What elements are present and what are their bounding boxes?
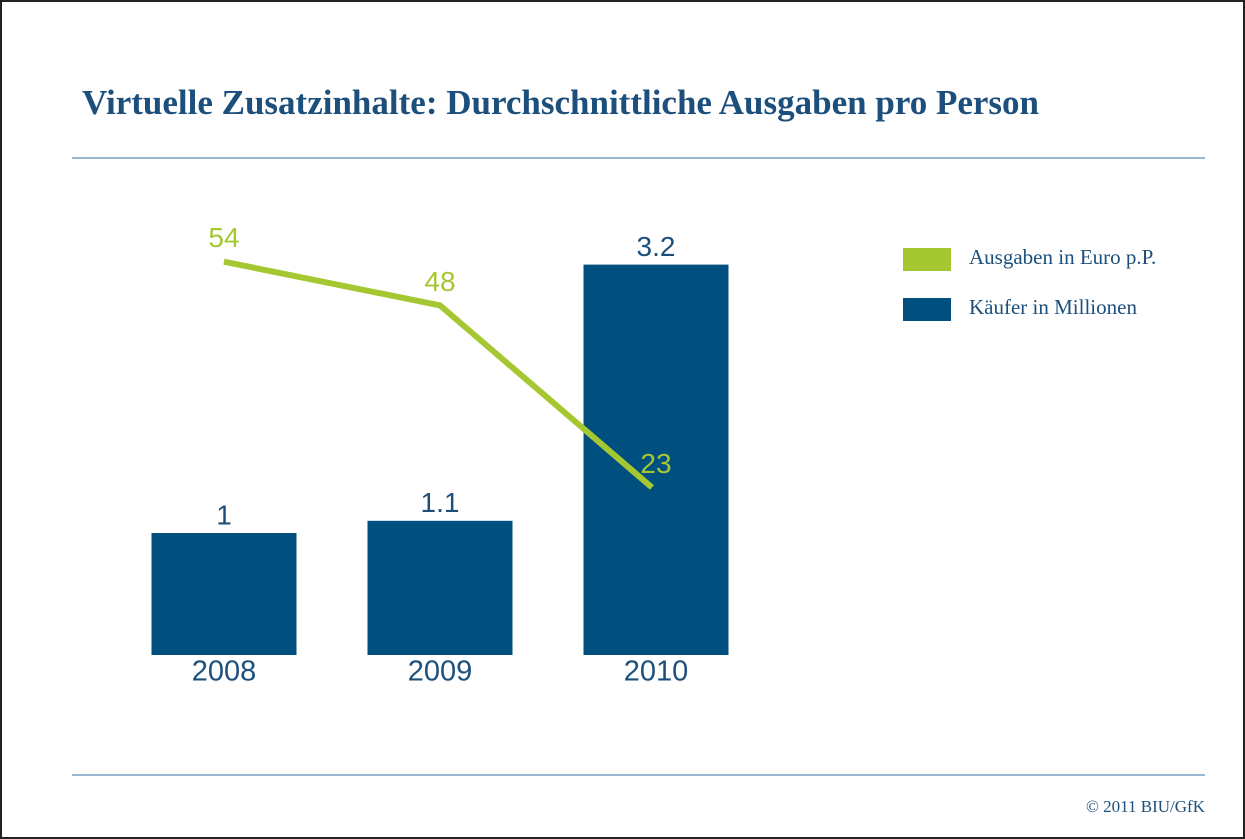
bar xyxy=(583,264,729,655)
data-label: 54 xyxy=(208,222,239,253)
legend-swatch xyxy=(903,248,951,271)
legend-swatch xyxy=(903,298,951,321)
legend-label: Käufer in Millionen xyxy=(969,295,1137,319)
bar xyxy=(367,520,513,655)
bar xyxy=(151,533,297,655)
data-label: 1.1 xyxy=(421,487,460,518)
x-tick-label: 2010 xyxy=(624,656,689,688)
source: © 2011 BIU/GfK xyxy=(1086,797,1206,816)
line xyxy=(223,258,654,490)
data-label: 23 xyxy=(640,448,671,479)
x-tick-label: 2008 xyxy=(192,656,257,688)
data-label: 3.2 xyxy=(637,231,676,262)
chart-title: Virtuelle Zusatzinhalte: Durchschnittlic… xyxy=(82,83,1039,122)
data-label: 48 xyxy=(424,266,455,297)
x-tick-label: 2009 xyxy=(408,656,473,688)
legend-label: Ausgaben in Euro p.P. xyxy=(969,245,1156,269)
data-label: 1 xyxy=(216,499,232,530)
